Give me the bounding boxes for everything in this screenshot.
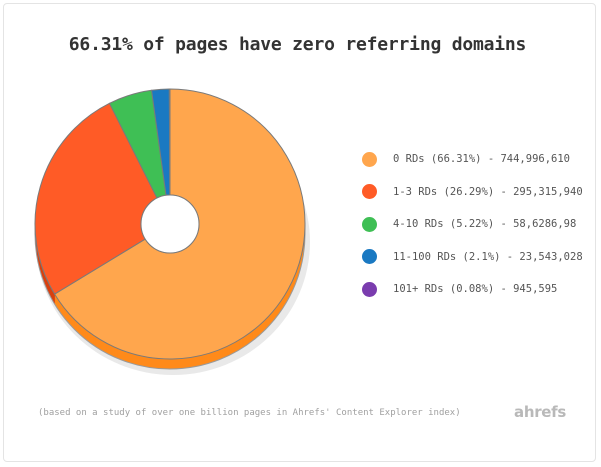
legend-swatch	[362, 184, 377, 199]
legend-swatch	[362, 216, 377, 232]
chart-legend: 0 RDs (66.31%) - 744,996,610 1-3 RDs (26.…	[362, 150, 583, 313]
legend-item: 0 RDs (66.31%) - 744,996,610	[362, 150, 583, 168]
legend-swatch	[362, 151, 377, 167]
legend-item: 1-3 RDs (26.29%) - 295,315,940	[362, 183, 583, 201]
legend-label: 1-3 RDs (26.29%) - 295,315,940	[393, 185, 583, 198]
legend-item: 101+ RDs (0.08%) - 945,595	[362, 280, 583, 298]
legend-swatch	[362, 281, 377, 297]
ahrefs-logo: ahrefs	[514, 403, 567, 421]
legend-item: 11-100 RDs (2.1%) - 23,543,028	[362, 248, 583, 266]
chart-title: 66.31% of pages have zero referring doma…	[68, 34, 527, 55]
legend-item: 4-10 RDs (5.22%) - 58,6286,98	[362, 215, 583, 233]
legend-label: 0 RDs (66.31%) - 744,996,610	[393, 153, 571, 165]
legend-label: 101+ RDs (0.08%) - 945,595	[393, 283, 558, 295]
legend-swatch	[362, 249, 377, 264]
legend-label: 4-10 RDs (5.22%) - 58,6286,98	[393, 218, 577, 230]
slice-4	[168, 88, 171, 196]
legend-label: 11-100 RDs (2.1%) - 23,543,028	[393, 250, 583, 263]
donut-hole	[140, 194, 200, 254]
footnote: (based on a study of over one billion pa…	[38, 408, 461, 418]
